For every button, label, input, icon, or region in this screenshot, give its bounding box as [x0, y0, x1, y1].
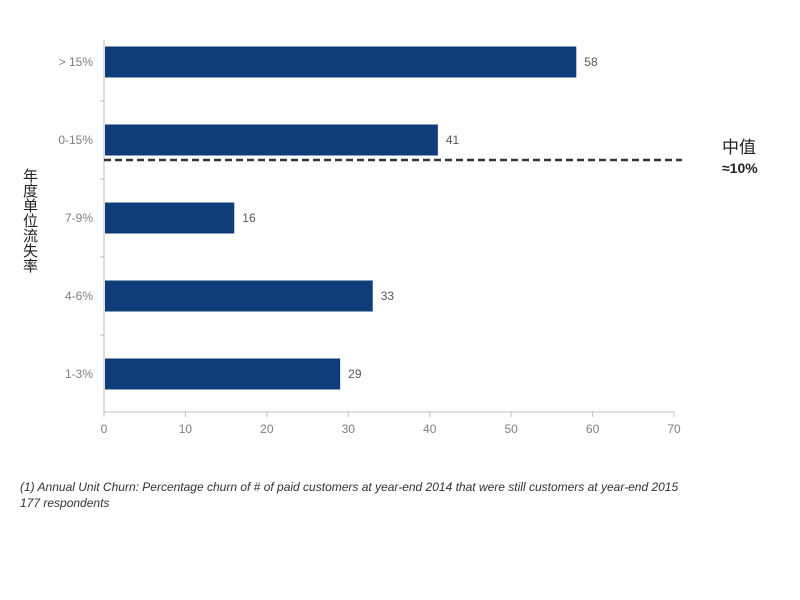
x-tick-label: 30	[342, 422, 356, 436]
x-axis: 0 10 20 30 40 50 60 70	[100, 40, 681, 436]
data-label: 58	[584, 55, 598, 69]
bar	[105, 358, 341, 390]
x-tick-label: 70	[667, 422, 681, 436]
data-label: 41	[446, 133, 460, 147]
x-tick-label: 20	[260, 422, 274, 436]
bar	[105, 202, 235, 234]
bar	[105, 280, 373, 312]
category-label: > 15%	[59, 55, 94, 69]
x-tick-label: 60	[586, 422, 600, 436]
bar	[105, 46, 577, 78]
labels-layer: > 15% 58 0-15% 41 7-9% 16 4-6% 33 1-3% 29	[58, 55, 598, 381]
footnote: (1) Annual Unit Churn: Percentage churn …	[20, 479, 790, 511]
data-label: 33	[381, 289, 395, 303]
data-label: 16	[242, 211, 256, 225]
x-tick-label: 50	[504, 422, 518, 436]
bar-chart: > 15% 58 0-15% 41 7-9% 16 4-6% 33 1-3% 29 0 10 20 30…	[58, 40, 682, 436]
category-label: 4-6%	[65, 289, 93, 303]
category-label: 7-9%	[65, 211, 93, 225]
x-tick-label: 0	[101, 422, 108, 436]
category-label: 0-15%	[58, 133, 93, 147]
median-annotation-value: ≈10%	[722, 160, 758, 176]
bars-layer	[105, 46, 577, 390]
x-tick-label: 10	[179, 422, 193, 436]
x-tick-label: 40	[423, 422, 437, 436]
footnote-line-2: 177 respondents	[20, 496, 110, 510]
data-label: 29	[348, 367, 362, 381]
footnote-line-1: (1) Annual Unit Churn: Percentage churn …	[20, 480, 679, 494]
bar	[105, 124, 438, 156]
category-label: 1-3%	[65, 367, 93, 381]
median-annotation-title: 中值	[722, 138, 756, 158]
y-axis-label: 年度单位流失率	[21, 168, 39, 273]
